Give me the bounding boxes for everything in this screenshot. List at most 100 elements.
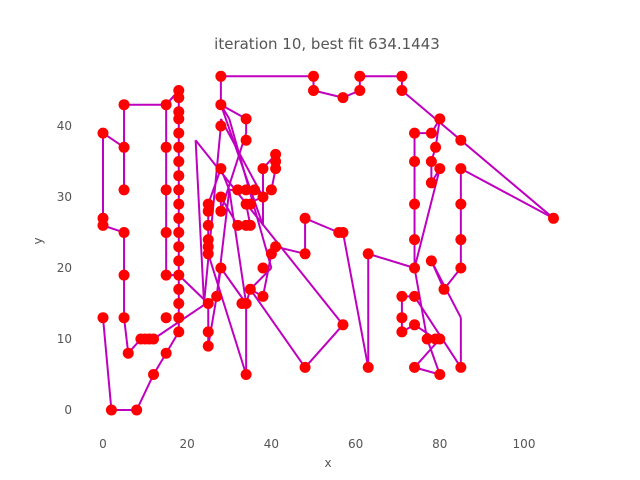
- city-point: [396, 326, 408, 338]
- y-tick-labels: 0 10 20 30 40: [57, 119, 72, 417]
- path-segment: [304, 324, 344, 369]
- city-point: [160, 141, 172, 153]
- city-point: [257, 191, 269, 203]
- city-point: [362, 361, 374, 373]
- city-point: [202, 219, 214, 231]
- city-point: [173, 212, 185, 224]
- city-point: [215, 191, 227, 203]
- city-point: [455, 198, 467, 210]
- city-point: [244, 219, 256, 231]
- path-segment: [367, 252, 415, 269]
- city-point: [131, 404, 143, 416]
- path-segment: [219, 104, 264, 226]
- city-point: [299, 361, 311, 373]
- city-point: [173, 127, 185, 139]
- city-point: [455, 163, 467, 175]
- x-axis-label: x: [324, 456, 331, 470]
- city-point: [396, 312, 408, 324]
- city-point: [173, 283, 185, 295]
- city-point: [425, 177, 437, 189]
- city-point: [202, 340, 214, 352]
- x-tick-label: 40: [264, 437, 279, 451]
- city-point: [434, 113, 446, 125]
- city-point: [409, 290, 421, 302]
- city-point: [434, 369, 446, 380]
- path-segment: [426, 338, 441, 375]
- city-point: [299, 212, 311, 224]
- city-point: [421, 333, 433, 345]
- x-tick-label: 0: [99, 437, 107, 451]
- city-point: [215, 120, 227, 132]
- path-segment: [220, 267, 247, 305]
- city-point: [240, 184, 252, 196]
- city-point: [425, 156, 437, 167]
- city-point: [97, 212, 109, 224]
- y-tick-label: 20: [57, 261, 72, 275]
- path-segment: [194, 140, 206, 304]
- path-segment: [460, 139, 555, 220]
- city-point: [202, 234, 214, 246]
- city-point: [362, 248, 374, 260]
- city-point: [240, 298, 252, 309]
- city-point: [409, 127, 421, 139]
- city-point: [173, 141, 185, 153]
- city-point: [455, 134, 467, 146]
- path-segment: [304, 217, 340, 234]
- city-point: [425, 255, 437, 267]
- x-tick-label: 60: [348, 437, 363, 451]
- city-point: [354, 70, 366, 82]
- city-point: [160, 312, 172, 324]
- city-point: [270, 148, 282, 160]
- city-point: [118, 99, 130, 111]
- city-point: [173, 312, 185, 324]
- city-point: [160, 347, 172, 359]
- city-point: [173, 85, 185, 96]
- city-point: [265, 184, 277, 196]
- city-point: [434, 163, 446, 175]
- tour-path: [102, 75, 555, 411]
- city-point: [455, 361, 467, 373]
- city-point: [240, 369, 252, 380]
- city-point: [160, 269, 172, 281]
- city-point: [173, 198, 185, 210]
- city-point: [434, 333, 446, 345]
- city-point: [105, 404, 117, 416]
- city-point: [409, 361, 421, 373]
- city-point: [240, 134, 252, 146]
- city-point: [118, 312, 130, 324]
- city-point: [215, 99, 227, 111]
- city-point: [173, 227, 185, 238]
- city-point: [438, 283, 450, 295]
- city-point: [148, 333, 160, 345]
- city-point: [409, 198, 421, 210]
- path-segment: [215, 189, 231, 297]
- city-point: [173, 269, 185, 281]
- city-point: [430, 141, 442, 153]
- city-point: [118, 227, 130, 238]
- city-point: [173, 326, 185, 338]
- city-point: [337, 92, 349, 104]
- city-point: [396, 290, 408, 302]
- path-segment: [341, 232, 370, 368]
- city-point: [409, 262, 421, 274]
- city-point: [148, 369, 160, 380]
- city-point: [160, 227, 172, 238]
- city-point: [118, 141, 130, 153]
- city-point: [257, 163, 269, 175]
- city-point: [240, 113, 252, 125]
- path-segment: [228, 189, 248, 304]
- y-tick-label: 0: [64, 403, 72, 417]
- city-point: [409, 234, 421, 246]
- city-point: [215, 205, 227, 217]
- x-tick-label: 20: [180, 437, 195, 451]
- city-point: [118, 269, 130, 281]
- city-point: [455, 234, 467, 246]
- city-point: [396, 70, 408, 82]
- path-segment: [135, 374, 155, 411]
- city-point: [337, 319, 349, 331]
- path-segment: [102, 317, 113, 411]
- city-point: [215, 70, 227, 82]
- path-segment: [123, 317, 130, 354]
- city-point: [455, 262, 467, 274]
- city-point: [202, 198, 214, 210]
